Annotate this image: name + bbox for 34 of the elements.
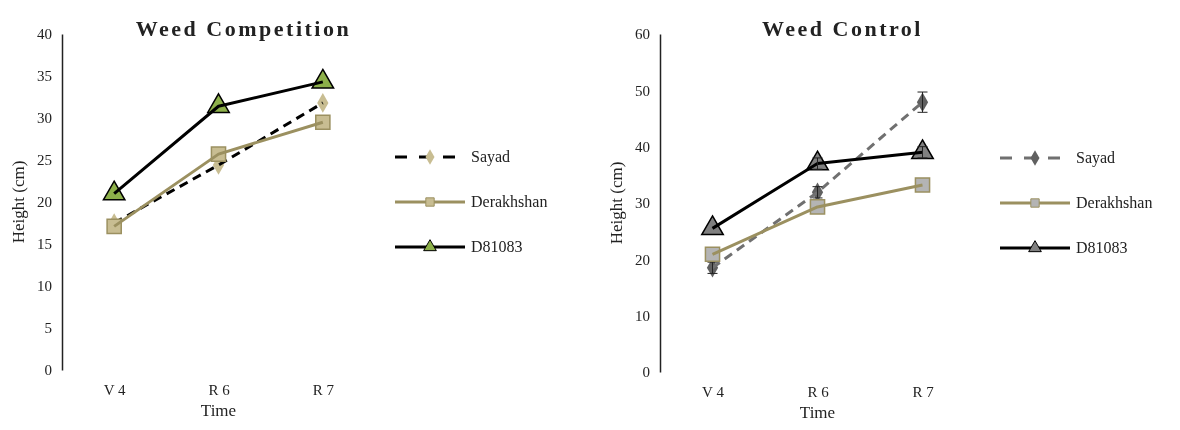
- y-tick-label: 20: [635, 251, 650, 268]
- y-axis-title: Height (cm): [9, 160, 28, 244]
- y-tick-label: 50: [635, 82, 650, 99]
- x-tick-label: R 6: [208, 381, 231, 398]
- y-tick-label: 0: [642, 364, 650, 381]
- y-tick-label: 35: [37, 68, 52, 85]
- y-tick-label: 5: [44, 320, 52, 337]
- legend-label: Sayad: [1076, 149, 1116, 167]
- y-axis-title: Height (cm): [607, 161, 626, 245]
- y-tick-label: 25: [37, 152, 52, 169]
- x-tick-label: R 6: [807, 383, 830, 400]
- y-tick-label: 15: [37, 236, 52, 253]
- x-axis-title: Time: [799, 403, 836, 422]
- chart-title: Weed Competition: [135, 16, 352, 41]
- legend-label: D81083: [471, 238, 523, 255]
- x-axis-title: Time: [200, 401, 237, 420]
- y-tick-label: 40: [37, 26, 52, 43]
- x-tick-label: R 7: [912, 383, 935, 400]
- legend-label: Sayad: [471, 148, 511, 166]
- chart-title: Weed Control: [762, 16, 923, 41]
- y-tick-label: 10: [635, 307, 650, 324]
- x-tick-label: R 7: [312, 381, 335, 398]
- y-tick-label: 40: [635, 138, 650, 155]
- y-tick-label: 20: [37, 194, 52, 211]
- y-tick-label: 60: [635, 26, 650, 43]
- y-tick-label: 30: [37, 110, 52, 127]
- legend-label: Derakhshan: [1076, 194, 1153, 211]
- legend-label: D81083: [1076, 239, 1128, 256]
- x-tick-label: V 4: [702, 383, 725, 400]
- x-tick-label: V 4: [103, 381, 127, 398]
- legend-label: Derakhshan: [471, 193, 548, 210]
- y-tick-label: 30: [635, 195, 650, 212]
- y-tick-label: 0: [44, 362, 52, 379]
- y-tick-label: 10: [37, 278, 52, 295]
